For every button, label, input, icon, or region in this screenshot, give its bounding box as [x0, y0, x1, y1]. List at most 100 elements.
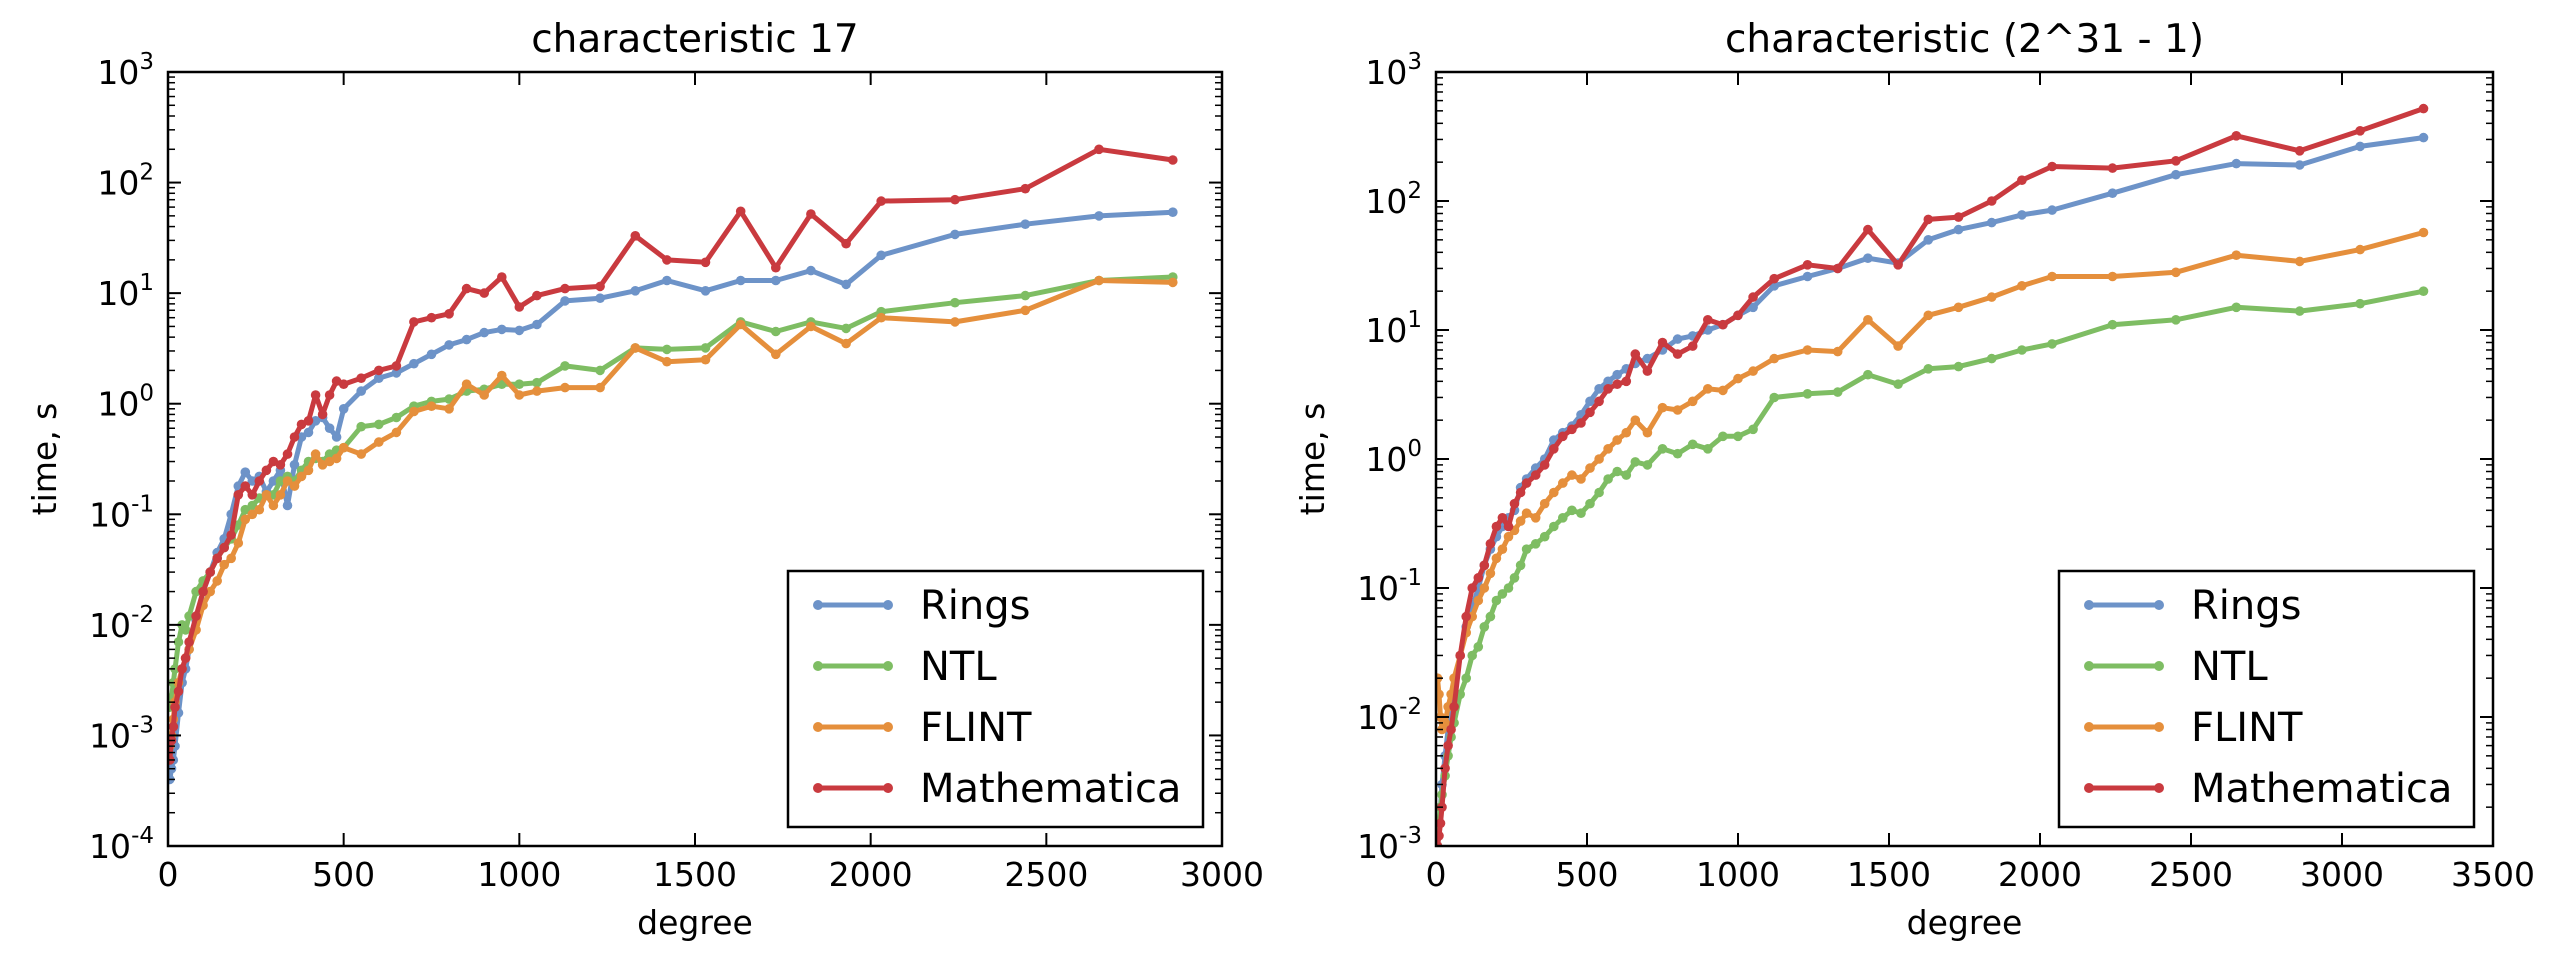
x-tick-label: 2000 [1998, 855, 2082, 894]
data-point-mathematica [1491, 521, 1502, 532]
y-tick-label: 102 [1365, 178, 1422, 221]
data-point-mathematica [356, 373, 367, 384]
data-point-ntl [2107, 319, 2118, 330]
data-point-ntl [180, 625, 191, 635]
data-point-mathematica [1521, 478, 1532, 488]
data-point-mathematica [1630, 349, 1641, 359]
data-point-mathematica [168, 721, 179, 732]
x-tick-label: 0 [1426, 855, 1447, 894]
data-point-mathematica [2355, 126, 2365, 136]
data-point-flint [1687, 396, 1698, 407]
data-point-ntl [1558, 513, 1568, 523]
x-tick-label: 3000 [2300, 855, 2384, 894]
data-point-ntl [1567, 505, 1577, 516]
data-point-flint [1923, 310, 1934, 321]
data-point-flint [1020, 305, 1031, 316]
data-point-mathematica [1461, 611, 1471, 622]
data-point-ntl [1733, 431, 1743, 442]
data-point-rings [2171, 169, 2181, 180]
data-point-mathematica [374, 365, 384, 376]
data-point-mathematica [1503, 521, 1514, 532]
data-point-ntl [1612, 466, 1622, 477]
y-tick-label: 10-3 [89, 712, 154, 755]
data-point-flint [1703, 384, 1713, 394]
data-point-flint [1718, 385, 1728, 396]
data-point-flint [876, 312, 886, 323]
y-axis-label: time, s [1293, 403, 1332, 516]
data-point-ntl [950, 297, 960, 308]
data-point-flint [1473, 595, 1484, 606]
data-point-flint [735, 319, 746, 330]
x-tick-label: 1000 [1696, 855, 1780, 894]
data-point-mathematica [1603, 384, 1613, 394]
data-point-rings [735, 275, 746, 286]
data-point-rings [240, 467, 251, 478]
legend-label-rings: Rings [2191, 583, 2302, 629]
data-point-ntl [2294, 306, 2305, 316]
data-point-mathematica [444, 309, 454, 319]
data-point-ntl [1603, 474, 1613, 484]
data-point-rings [630, 286, 641, 296]
data-point-flint [1585, 463, 1595, 473]
data-point-flint [1503, 531, 1514, 542]
data-point-ntl [1530, 539, 1541, 549]
data-point-mathematica [700, 257, 711, 268]
data-point-flint [219, 559, 229, 570]
legend-swatch-marker [2154, 600, 2164, 610]
data-point-flint [240, 514, 251, 525]
data-point-mathematica [1567, 424, 1577, 435]
data-point-flint [356, 449, 367, 459]
data-point-ntl [1497, 589, 1508, 599]
data-point-mathematica [2017, 175, 2027, 185]
data-point-rings [2231, 158, 2242, 169]
data-point-flint [289, 481, 300, 491]
data-point-mathematica [391, 361, 402, 371]
data-point-mathematica [2107, 163, 2118, 173]
legend-swatch-marker [883, 600, 893, 610]
data-point-flint [2294, 256, 2305, 267]
data-point-mathematica [1642, 366, 1653, 376]
data-point-flint [247, 509, 258, 520]
data-point-flint [1630, 415, 1641, 426]
data-point-flint [1497, 544, 1508, 554]
data-point-mathematica [560, 283, 570, 294]
data-point-rings [324, 423, 335, 434]
data-point-ntl [2047, 339, 2057, 349]
data-point-flint [479, 390, 490, 400]
data-point-ntl [191, 586, 201, 597]
legend-swatch-marker [883, 661, 893, 671]
data-point-flint [1576, 474, 1586, 484]
data-point-flint [1986, 292, 1997, 302]
y-tick-label: 103 [97, 49, 154, 92]
y-tick-label: 103 [1365, 49, 1422, 92]
data-point-ntl [1539, 531, 1550, 542]
legend-label-flint: FLINT [2191, 705, 2303, 751]
data-point-flint [700, 354, 711, 365]
data-point-mathematica [1576, 418, 1586, 428]
data-point-flint [1530, 513, 1541, 523]
data-point-mathematica [841, 238, 851, 249]
data-point-flint [771, 349, 781, 360]
data-point-rings [806, 265, 816, 276]
data-point-rings [331, 432, 342, 442]
data-point-flint [444, 404, 454, 414]
data-point-flint [1748, 366, 1758, 376]
data-point-mathematica [205, 567, 215, 577]
data-point-mathematica [2294, 146, 2305, 156]
data-point-ntl [771, 326, 781, 337]
legend-label-rings: Rings [920, 583, 1031, 629]
data-point-flint [2231, 250, 2242, 260]
data-point-mathematica [1509, 498, 1520, 509]
data-point-flint [2107, 271, 2118, 282]
data-point-mathematica [497, 272, 507, 282]
data-point-flint [2047, 271, 2057, 282]
legend-swatch-marker [883, 722, 893, 732]
data-point-flint [409, 406, 419, 417]
data-point-rings [1802, 271, 1813, 282]
legend-label-mathematica: Mathematica [2191, 766, 2452, 812]
legend-swatch-marker [2154, 783, 2164, 793]
data-point-mathematica [1446, 724, 1456, 735]
data-point-mathematica [1802, 260, 1813, 270]
legend-swatch-marker [813, 661, 823, 671]
legend-swatch-marker [883, 783, 893, 793]
